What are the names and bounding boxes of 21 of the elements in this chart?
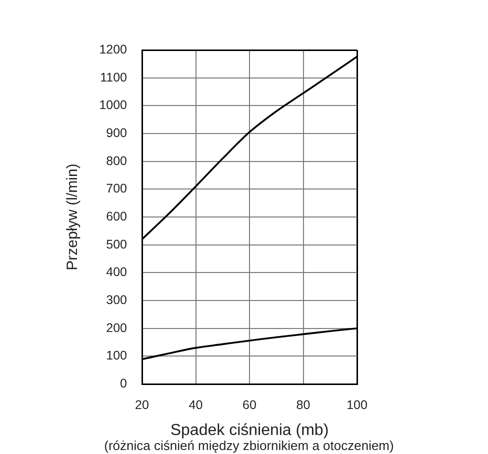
- y-tick-label: 100: [106, 348, 128, 363]
- x-tick-label: 60: [242, 398, 256, 412]
- text: (różnica ciśnień między zbiornikiem a otoczeniem): [103, 438, 395, 454]
- y-tick-label: 900: [106, 126, 128, 140]
- y-tick-label: 1200: [99, 42, 128, 56]
- y-tick-label: 0: [120, 376, 128, 390]
- y-tick-label: 500: [106, 237, 128, 252]
- y-tick-label: 600: [106, 209, 128, 224]
- y-tick-label: 200: [106, 320, 128, 335]
- x-tick-label: 20: [135, 398, 149, 412]
- y-tick-label: 700: [106, 182, 128, 196]
- y-tick-label: 1000: [99, 98, 128, 112]
- y-tick-label: 800: [106, 154, 128, 168]
- y-tick-label: 400: [106, 265, 128, 280]
- x-tick-label: 40: [188, 398, 203, 412]
- y-tick-label: 1100: [100, 70, 128, 84]
- x-axis-title: Spadek ciśnienia (mb): [170, 422, 329, 439]
- y-tick-label: 300: [106, 292, 128, 307]
- x-tick-label: 80: [296, 398, 310, 412]
- x-tick-label: 100: [346, 398, 368, 412]
- y-axis-title: Przepływ (l/min): [64, 164, 82, 270]
